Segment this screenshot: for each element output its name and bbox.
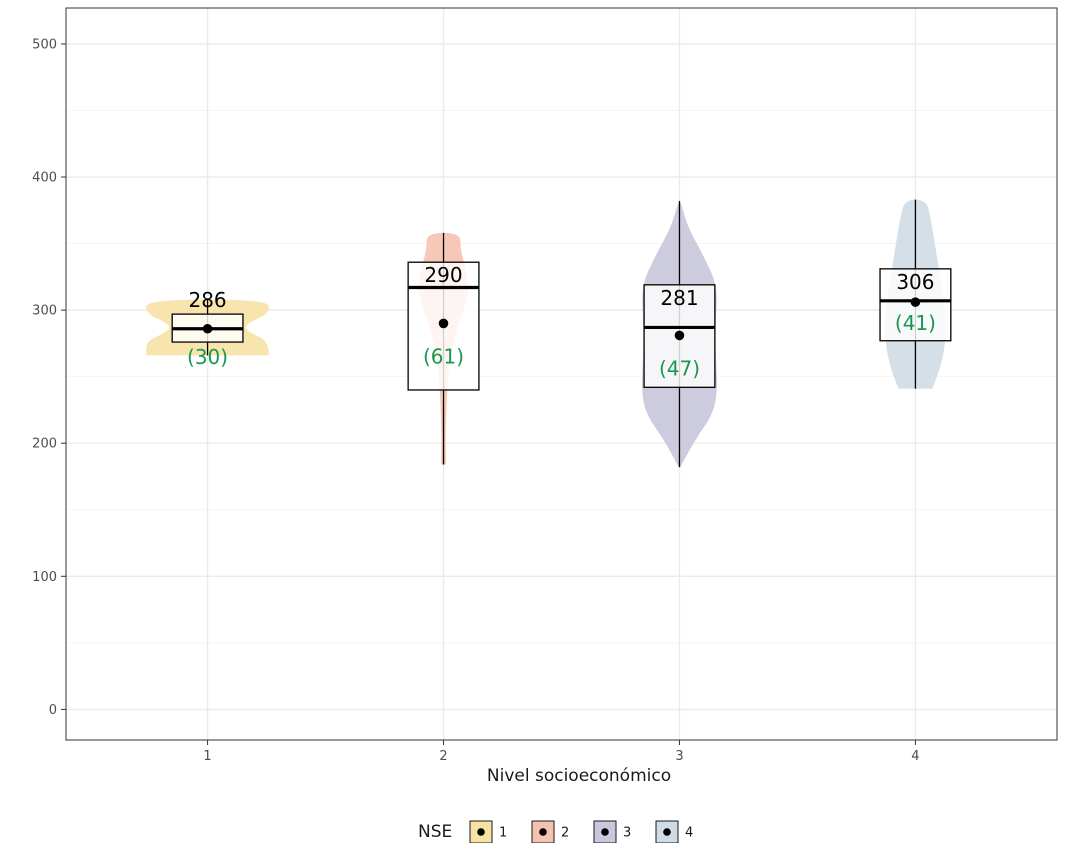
x-tick-label: 1	[203, 749, 211, 764]
x-tick-label: 4	[911, 749, 919, 764]
n-label-3: (47)	[659, 356, 700, 380]
legend-label-2: 2	[561, 826, 569, 841]
y-tick-label: 100	[32, 570, 57, 585]
legend-label-3: 3	[623, 826, 631, 841]
n-label-4: (41)	[895, 311, 936, 335]
legend-title: NSE	[418, 822, 452, 842]
x-axis: 1 2 3 4	[203, 740, 920, 764]
legend: NSE 1 2 3 4	[418, 820, 693, 843]
legend-key-dot-2	[539, 828, 547, 836]
mean-point-3	[674, 330, 685, 341]
y-tick-label: 400	[32, 171, 57, 186]
boxplots	[171, 199, 952, 468]
legend-key-dot-3	[601, 828, 609, 836]
x-tick-label: 2	[439, 749, 447, 764]
legend-label-1: 1	[499, 826, 507, 841]
mean-label-1: 286	[188, 288, 226, 312]
legend-key-dot-1	[477, 828, 485, 836]
x-tick-label: 3	[675, 749, 683, 764]
mean-label-3: 281	[660, 286, 698, 310]
data-labels: 286 (30) 290 (61) 281 (47) 306 (41)	[187, 263, 936, 380]
mean-label-2: 290	[424, 263, 462, 287]
n-label-1: (30)	[187, 345, 228, 369]
y-axis: 0 100 200 300 400 500	[32, 37, 66, 718]
y-tick-label: 500	[32, 37, 57, 52]
legend-key-dot-4	[663, 828, 671, 836]
mean-point-1	[202, 323, 213, 334]
y-tick-label: 300	[32, 304, 57, 319]
y-tick-label: 0	[49, 703, 57, 718]
legend-label-4: 4	[685, 826, 693, 841]
violins	[146, 199, 946, 468]
n-label-2: (61)	[423, 344, 464, 368]
mean-point-4	[910, 297, 921, 307]
mean-label-4: 306	[896, 270, 934, 294]
box-4	[879, 268, 952, 342]
x-axis-title: Nivel socioeconómico	[487, 766, 671, 786]
panel-border	[65, 7, 1058, 741]
y-tick-label: 200	[32, 437, 57, 452]
mean-point-2	[438, 318, 449, 329]
